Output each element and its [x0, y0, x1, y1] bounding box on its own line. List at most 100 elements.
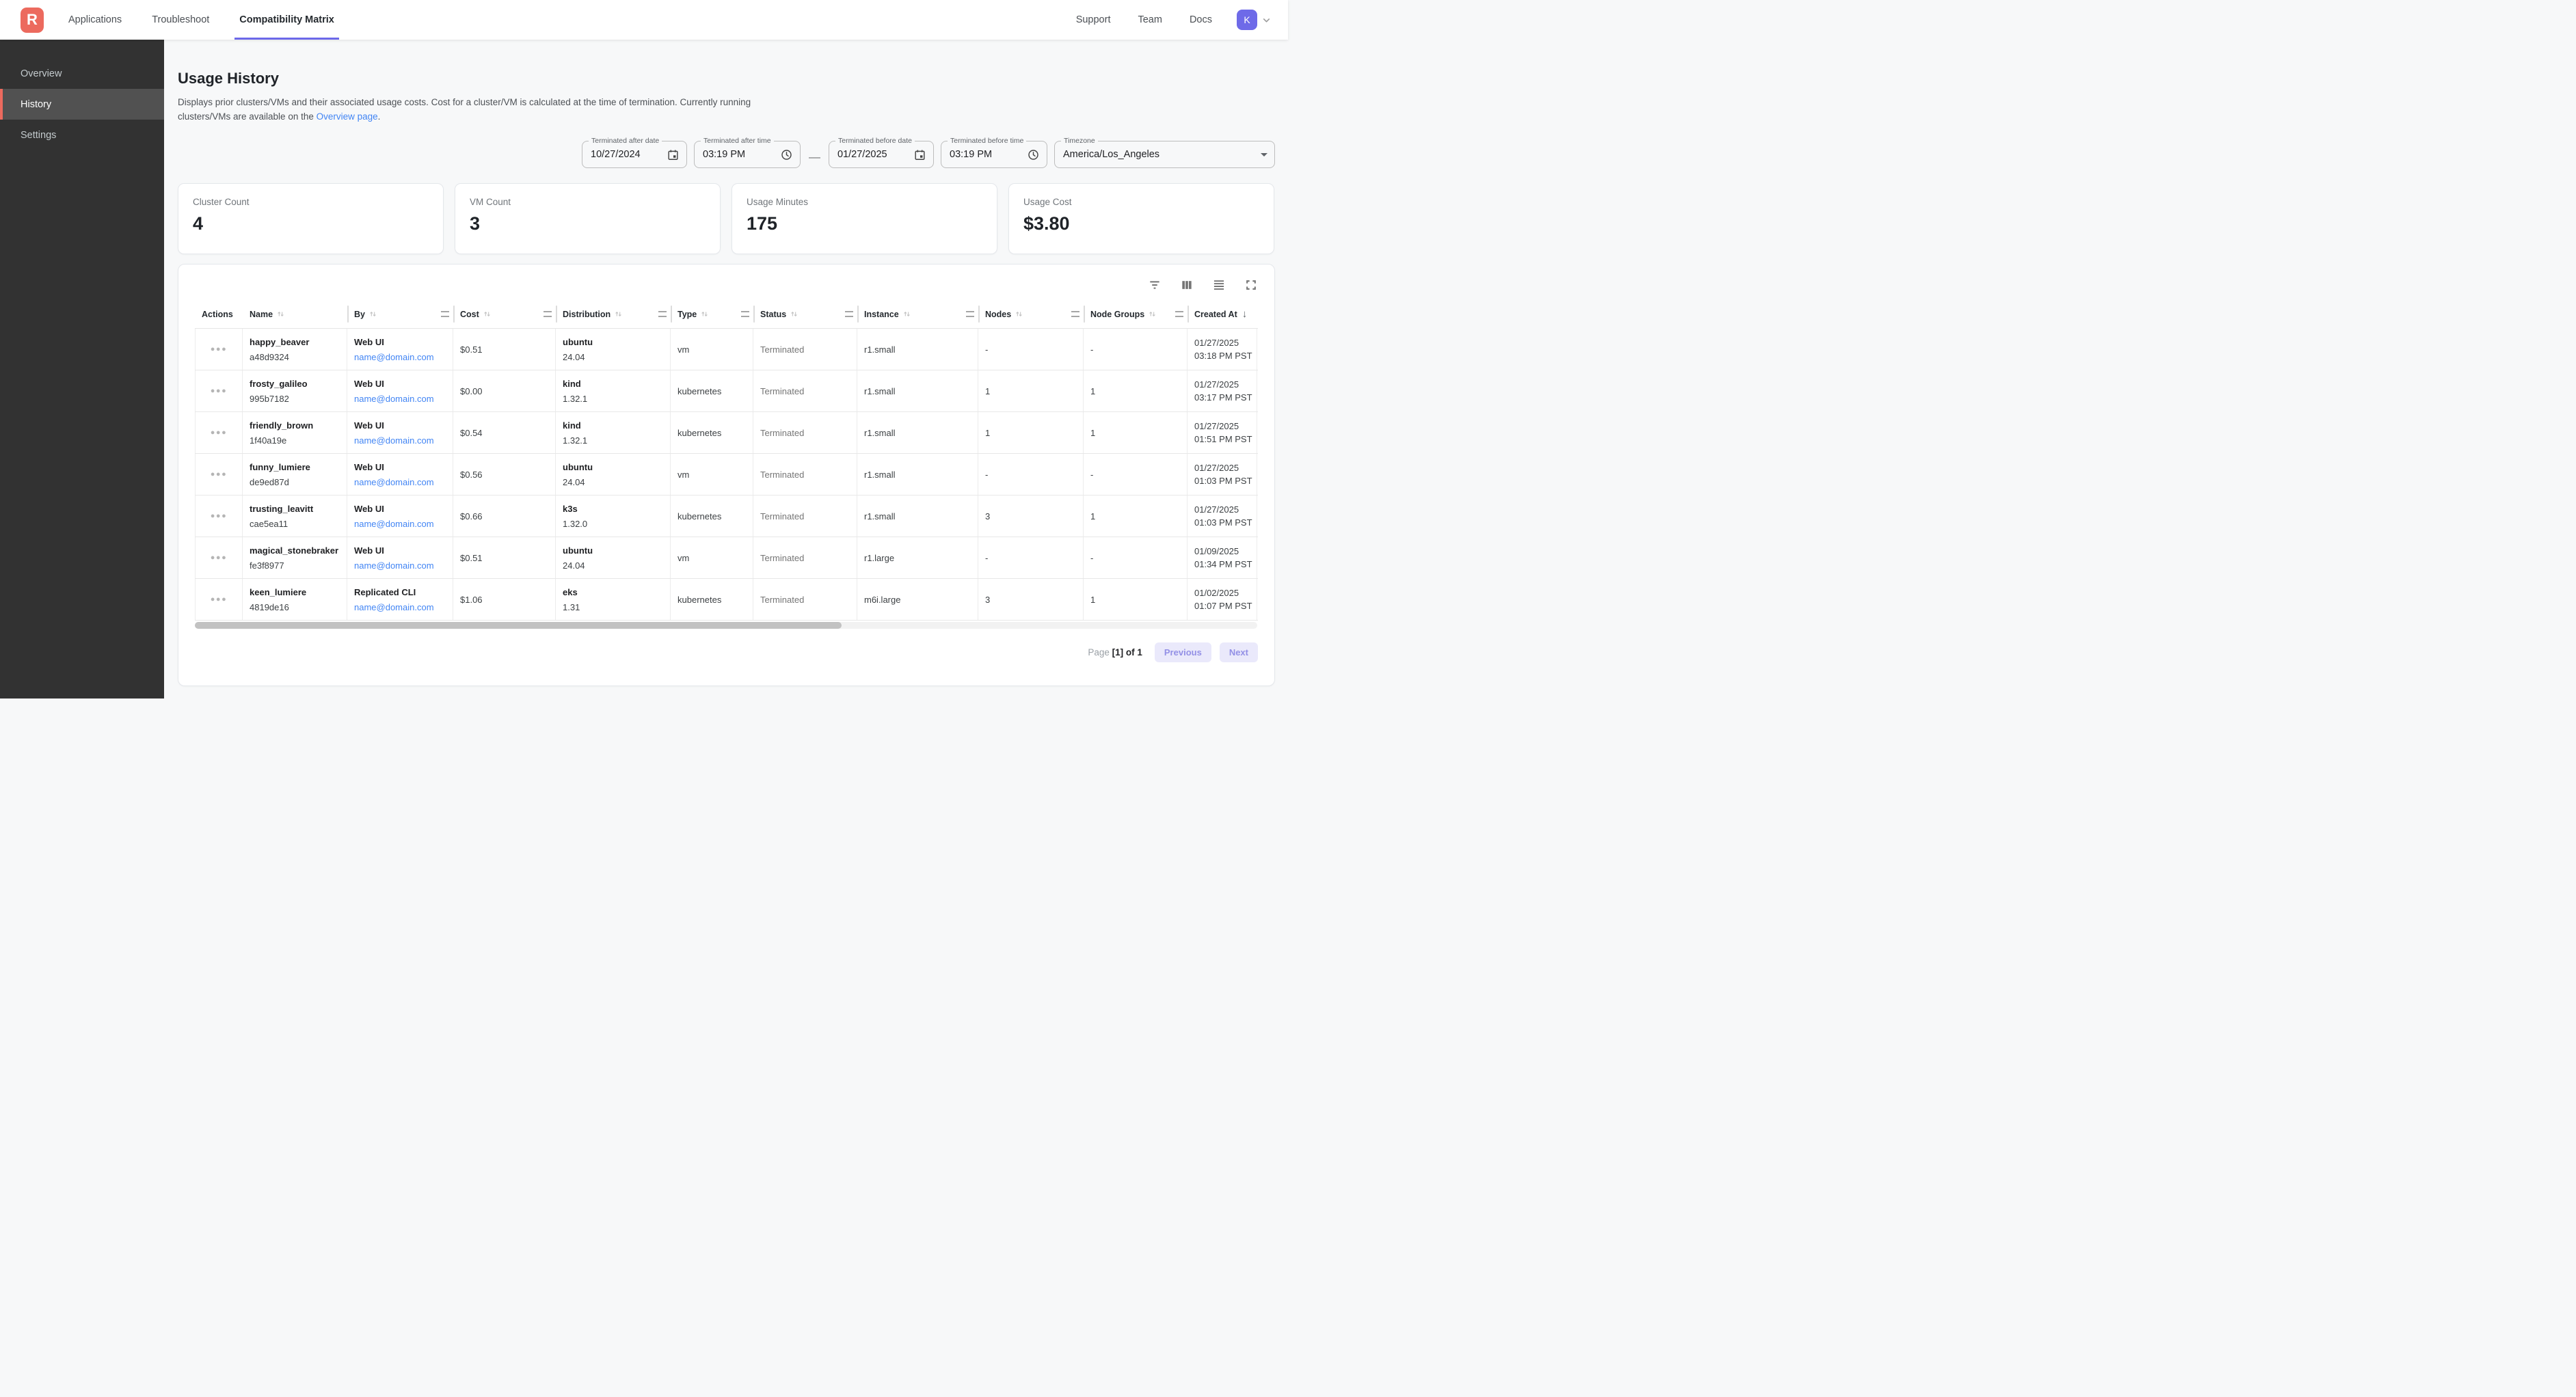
column-header-status[interactable]: Status — [753, 300, 857, 328]
sort-icon[interactable] — [1015, 310, 1023, 318]
sort-icon[interactable] — [790, 310, 799, 318]
clock-icon[interactable] — [1027, 148, 1040, 161]
nav-compatibility-matrix[interactable]: Compatibility Matrix — [234, 0, 339, 40]
distribution-cell: kind 1.32.1 — [556, 412, 671, 453]
table-row: ●●● funny_lumiere de9ed87d Web UI name@dom… — [195, 454, 1258, 496]
sort-icon[interactable] — [614, 310, 623, 318]
row-actions-button[interactable]: ●●● — [210, 470, 228, 478]
email-link[interactable]: name@domain.com — [354, 560, 434, 571]
horizontal-scrollbar-track[interactable] — [195, 622, 1257, 629]
column-header-nodes[interactable]: Nodes — [978, 300, 1084, 328]
status-cell: Terminated — [753, 412, 857, 453]
email-link[interactable]: name@domain.com — [354, 518, 434, 529]
calendar-icon[interactable] — [913, 148, 926, 161]
column-header-created-at[interactable]: Created At ↓ — [1188, 300, 1257, 328]
account-menu[interactable]: K — [1237, 10, 1272, 30]
sort-icon[interactable] — [700, 310, 709, 318]
column-header-node-groups[interactable]: Node Groups — [1084, 300, 1188, 328]
fullscreen-icon[interactable] — [1244, 278, 1258, 292]
row-actions-button[interactable]: ●●● — [210, 386, 228, 395]
pagination: Page [1] of 1 Previous Next — [195, 642, 1258, 662]
filter-icon[interactable] — [1148, 278, 1162, 292]
type-cell: kubernetes — [671, 370, 753, 411]
sidebar-item-settings[interactable]: Settings — [21, 129, 57, 141]
column-menu-icon[interactable] — [658, 311, 667, 317]
stat-card-cluster-count: Cluster Count 4 — [178, 183, 444, 254]
instance-cell: r1.small — [857, 496, 978, 537]
column-menu-icon[interactable] — [1071, 311, 1079, 317]
calendar-icon[interactable] — [667, 148, 680, 161]
sort-icon[interactable] — [902, 310, 911, 318]
column-menu-icon[interactable] — [845, 311, 853, 317]
nodes-cell: 3 — [978, 496, 1084, 537]
timezone-select[interactable]: Timezone America/Los_Angeles — [1054, 137, 1275, 168]
node-groups-cell: - — [1084, 454, 1188, 495]
column-menu-icon[interactable] — [544, 311, 552, 317]
column-menu-icon[interactable] — [1175, 311, 1183, 317]
column-header-instance[interactable]: Instance — [857, 300, 978, 328]
column-menu-icon[interactable] — [441, 311, 449, 317]
column-header-cost[interactable]: Cost — [453, 300, 556, 328]
email-link[interactable]: name@domain.com — [354, 393, 434, 404]
by-cell: Replicated CLI name@domain.com — [347, 579, 453, 620]
instance-cell: r1.large — [857, 537, 978, 578]
next-page-button[interactable]: Next — [1219, 642, 1258, 662]
nav-docs[interactable]: Docs — [1189, 14, 1212, 25]
name-cell: funny_lumiere de9ed87d — [243, 454, 347, 495]
distribution-cell: eks 1.31 — [556, 579, 671, 620]
main-content: Usage History Displays prior clusters/VM… — [164, 40, 1288, 698]
clock-icon[interactable] — [780, 148, 793, 161]
nav-support[interactable]: Support — [1075, 14, 1111, 25]
table-toolbar — [195, 265, 1258, 300]
column-menu-icon[interactable] — [741, 311, 749, 317]
column-menu-icon[interactable] — [966, 311, 974, 317]
columns-icon[interactable] — [1180, 278, 1194, 292]
sort-icon[interactable] — [276, 310, 285, 318]
terminated-after-date-input[interactable]: Terminated after date 10/27/2024 — [582, 137, 687, 168]
cost-cell: $0.54 — [453, 412, 556, 453]
column-header-by[interactable]: By — [347, 300, 453, 328]
row-actions-button[interactable]: ●●● — [210, 344, 228, 353]
field-value: 03:19 PM — [703, 149, 746, 160]
row-actions-button[interactable]: ●●● — [210, 553, 228, 562]
row-actions-button[interactable]: ●●● — [210, 595, 228, 603]
table-row: ●●● happy_beaver a48d9324 Web UI name@doma… — [195, 329, 1258, 370]
type-cell: vm — [671, 329, 753, 370]
description-suffix: . — [377, 111, 381, 122]
sort-desc-icon[interactable]: ↓ — [1242, 308, 1248, 320]
node-groups-cell: - — [1084, 537, 1188, 578]
row-actions-button[interactable]: ●●● — [210, 511, 228, 520]
email-link[interactable]: name@domain.com — [354, 476, 434, 487]
nav-team[interactable]: Team — [1138, 14, 1162, 25]
sidebar-item-history[interactable]: History — [0, 89, 164, 120]
nav-applications[interactable]: Applications — [68, 14, 122, 25]
name-cell: magical_stonebraker fe3f8977 — [243, 537, 347, 578]
sidebar-item-overview[interactable]: Overview — [21, 68, 62, 79]
nodes-cell: - — [978, 329, 1084, 370]
replicated-logo[interactable]: R — [21, 7, 44, 33]
terminated-before-time-input[interactable]: Terminated before time 03:19 PM — [941, 137, 1047, 168]
avatar[interactable]: K — [1237, 10, 1257, 30]
terminated-before-date-input[interactable]: Terminated before date 01/27/2025 — [829, 137, 934, 168]
created-at-cell: 01/27/2025 01:03 PM PST — [1188, 496, 1257, 537]
column-header-type[interactable]: Type — [671, 300, 753, 328]
nav-troubleshoot[interactable]: Troubleshoot — [152, 14, 210, 25]
terminated-after-time-input[interactable]: Terminated after time 03:19 PM — [694, 137, 801, 168]
email-link[interactable]: name@domain.com — [354, 351, 434, 362]
email-link[interactable]: name@domain.com — [354, 435, 434, 446]
column-header-name[interactable]: Name — [243, 300, 347, 328]
created-at-cell: 01/09/2025 01:34 PM PST — [1188, 537, 1257, 578]
column-header-distribution[interactable]: Distribution — [556, 300, 671, 328]
email-link[interactable]: name@domain.com — [354, 601, 434, 612]
previous-page-button[interactable]: Previous — [1154, 642, 1211, 662]
horizontal-scrollbar-thumb[interactable] — [195, 622, 842, 629]
type-cell: vm — [671, 537, 753, 578]
row-actions-button[interactable]: ●●● — [210, 428, 228, 437]
sort-icon[interactable] — [483, 310, 492, 318]
sort-icon[interactable] — [1148, 310, 1157, 318]
sort-icon[interactable] — [368, 310, 377, 318]
cost-cell: $0.51 — [453, 537, 556, 578]
stat-value: 3 — [470, 213, 481, 234]
density-icon[interactable] — [1212, 278, 1226, 292]
overview-page-link[interactable]: Overview page — [316, 111, 378, 122]
